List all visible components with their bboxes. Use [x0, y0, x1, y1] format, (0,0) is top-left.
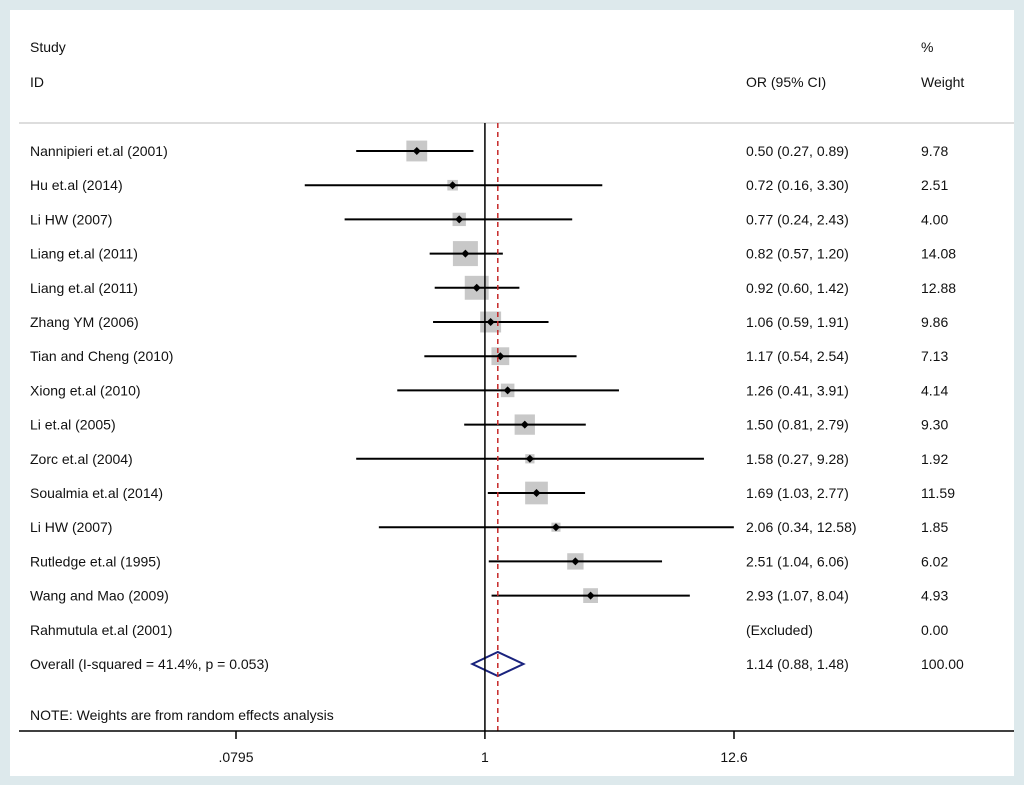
or-ci-value: 0.50 (0.27, 0.89): [746, 143, 849, 159]
study-header-line2: ID: [30, 74, 44, 90]
weight-value: 9.78: [921, 143, 948, 159]
or-ci-value: 2.93 (1.07, 8.04): [746, 588, 849, 604]
point-estimate: [455, 215, 464, 224]
weight-header-line1: %: [921, 39, 933, 55]
point-estimate: [571, 557, 580, 566]
point-estimate: [525, 454, 534, 463]
study-rows: Nannipieri et.al (2001) 0.50 (0.27, 0.89)…: [30, 123, 964, 731]
point-estimate: [520, 420, 529, 429]
study-label: Soualmia et.al (2014): [30, 485, 163, 501]
or-ci-value: 1.26 (0.41, 3.91): [746, 382, 849, 398]
x-tick-label: 12.6: [720, 749, 747, 765]
or-ci-value: 2.51 (1.04, 6.06): [746, 553, 849, 569]
overall-or-ci-value: 1.14 (0.88, 1.48): [746, 656, 849, 672]
point-estimate: [503, 386, 512, 395]
weight-value: 12.88: [921, 280, 956, 296]
study-label: Wang and Mao (2009): [30, 588, 169, 604]
overall-label: Overall (I-squared = 41.4%, p = 0.053): [30, 656, 269, 672]
point-estimate: [412, 147, 421, 155]
x-tick-label: .0795: [218, 749, 253, 765]
study-label: Nannipieri et.al (2001): [30, 143, 168, 159]
or-ci-value: (Excluded): [746, 622, 813, 638]
plot-panel: Study ID OR (95% CI) % Weight Nannipieri…: [10, 10, 1014, 776]
weight-boxes: [406, 140, 598, 603]
point-estimate: [461, 249, 470, 258]
x-axis: .0795 1 12.6: [19, 730, 1014, 765]
footnote: NOTE: Weights are from random effects an…: [30, 707, 334, 723]
overall-weight-value: 100.00: [921, 656, 964, 672]
point-estimate: [532, 489, 541, 497]
point-estimate: [448, 181, 457, 190]
forest-plot: Study ID OR (95% CI) % Weight Nannipieri…: [19, 39, 1014, 765]
or-ci-value: 1.50 (0.81, 2.79): [746, 417, 849, 433]
weight-value: 9.86: [921, 314, 948, 330]
weight-value: 1.92: [921, 451, 948, 467]
study-label: Li HW (2007): [30, 211, 112, 227]
or-ci-value: 1.58 (0.27, 9.28): [746, 451, 849, 467]
study-label: Rahmutula et.al (2001): [30, 622, 172, 638]
weight-value: 1.85: [921, 519, 948, 535]
study-label: Liang et.al (2011): [30, 246, 138, 262]
weight-value: 4.14: [921, 382, 948, 398]
or-ci-value: 0.77 (0.24, 2.43): [746, 211, 849, 227]
study-label: Hu et.al (2014): [30, 177, 123, 193]
study-label: Rutledge et.al (1995): [30, 553, 161, 569]
study-label: Liang et.al (2011): [30, 280, 138, 296]
weight-value: 4.93: [921, 588, 948, 604]
x-tick-label: 1: [481, 749, 489, 765]
study-label: Zorc et.al (2004): [30, 451, 133, 467]
or-header: OR (95% CI): [746, 74, 826, 90]
weight-value: 2.51: [921, 177, 948, 193]
or-ci-value: 0.82 (0.57, 1.20): [746, 246, 849, 262]
weight-value: 6.02: [921, 553, 948, 569]
point-estimate: [586, 591, 595, 600]
point-estimate: [486, 318, 495, 326]
point-estimate: [551, 523, 560, 532]
weight-value: 0.00: [921, 622, 948, 638]
study-label: Xiong et.al (2010): [30, 382, 141, 398]
study-header-line1: Study: [30, 39, 66, 55]
or-ci-value: 1.69 (1.03, 2.77): [746, 485, 849, 501]
point-estimate: [472, 283, 481, 292]
study-label: Li HW (2007): [30, 519, 112, 535]
study-marks: [304, 147, 734, 600]
or-ci-value: 2.06 (0.34, 12.58): [746, 519, 857, 535]
or-ci-value: 0.72 (0.16, 3.30): [746, 177, 849, 193]
study-label: Li et.al (2005): [30, 417, 116, 433]
or-ci-value: 1.06 (0.59, 1.91): [746, 314, 849, 330]
study-label: Zhang YM (2006): [30, 314, 139, 330]
weight-value: 9.30: [921, 417, 948, 433]
weight-value: 11.59: [921, 485, 955, 501]
weight-value: 7.13: [921, 348, 948, 364]
weight-value: 14.08: [921, 246, 956, 262]
weight-value: 4.00: [921, 211, 948, 227]
study-label: Tian and Cheng (2010): [30, 348, 173, 364]
or-ci-value: 1.17 (0.54, 2.54): [746, 348, 849, 364]
overall-diamond: [470, 650, 526, 678]
weight-header-line2: Weight: [921, 74, 964, 90]
or-ci-value: 0.92 (0.60, 1.42): [746, 280, 849, 296]
